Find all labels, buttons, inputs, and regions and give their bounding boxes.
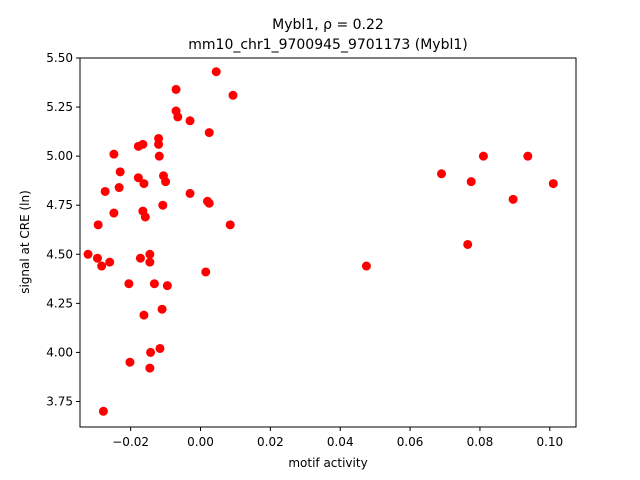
- chart-title: Mybl1, ρ = 0.22: [272, 17, 384, 33]
- scatter-point: [105, 257, 115, 267]
- scatter-point: [146, 347, 156, 357]
- scatter-point: [185, 116, 195, 126]
- scatter-point: [125, 357, 135, 367]
- scatter-point: [478, 151, 488, 161]
- scatter-point: [133, 173, 143, 183]
- y-tick-label: 5.50: [46, 51, 73, 65]
- x-tick-label: 0.10: [536, 435, 563, 449]
- scatter-point: [149, 279, 159, 289]
- scatter-point: [162, 281, 172, 291]
- scatter-point: [109, 208, 119, 218]
- scatter-point: [93, 220, 103, 230]
- y-tick-label: 5.00: [46, 149, 73, 163]
- scatter-point: [204, 128, 214, 138]
- scatter-point: [466, 177, 476, 187]
- scatter-point: [155, 343, 165, 353]
- scatter-point: [361, 261, 371, 271]
- x-tick-label: 0.02: [257, 435, 284, 449]
- axis-ticks: −0.02 0.00 0.02 0.04 0.06 0.08 0.10 3.75 4.00 4.2…: [46, 51, 563, 449]
- scatter-point: [157, 304, 167, 314]
- scatter-point: [463, 239, 473, 249]
- data-points: [83, 67, 558, 416]
- scatter-point: [83, 249, 93, 259]
- x-tick-label: −0.02: [112, 435, 149, 449]
- x-tick-label: 0.06: [397, 435, 424, 449]
- y-tick-label: 4.75: [46, 198, 73, 212]
- scatter-point: [161, 177, 171, 187]
- scatter-point: [154, 151, 164, 161]
- scatter-point: [548, 179, 558, 189]
- scatter-point: [185, 188, 195, 198]
- scatter-point: [124, 279, 134, 289]
- y-tick-label: 3.75: [46, 394, 73, 408]
- scatter-point: [171, 84, 181, 94]
- y-tick-label: 4.25: [46, 296, 73, 310]
- scatter-point: [109, 149, 119, 159]
- scatter-point: [201, 267, 211, 277]
- y-tick-label: 4.50: [46, 247, 73, 261]
- scatter-point: [140, 212, 150, 222]
- scatter-point: [225, 220, 235, 230]
- scatter-point: [135, 253, 145, 263]
- scatter-point: [92, 253, 102, 263]
- x-axis-label: motif activity: [288, 456, 367, 470]
- scatter-point: [139, 179, 149, 189]
- scatter-point: [139, 310, 149, 320]
- scatter-point: [437, 169, 447, 179]
- scatter-point: [173, 112, 183, 122]
- scatter-point: [211, 67, 221, 77]
- scatter-point: [523, 151, 533, 161]
- x-tick-label: 0.08: [467, 435, 494, 449]
- scatter-point: [138, 139, 148, 149]
- scatter-point: [204, 198, 214, 208]
- scatter-point: [114, 183, 124, 193]
- y-tick-label: 5.25: [46, 100, 73, 114]
- scatter-point: [145, 257, 155, 267]
- y-axis-label: signal at CRE (ln): [18, 190, 32, 294]
- scatter-point: [145, 249, 155, 259]
- chart-subtitle: mm10_chr1_9700945_9701173 (Mybl1): [188, 37, 467, 53]
- scatter-point: [115, 167, 125, 177]
- scatter-point: [100, 186, 110, 196]
- scatter-point: [508, 194, 518, 204]
- scatter-point: [145, 363, 155, 373]
- x-tick-label: 0.04: [327, 435, 354, 449]
- scatter-point: [98, 406, 108, 416]
- scatter-point: [158, 200, 168, 210]
- plot-frame: [79, 57, 577, 428]
- x-tick-label: 0.00: [187, 435, 214, 449]
- scatter-point: [97, 261, 107, 271]
- y-tick-label: 4.00: [46, 345, 73, 359]
- scatter-point: [154, 139, 164, 149]
- scatter-point: [228, 90, 238, 100]
